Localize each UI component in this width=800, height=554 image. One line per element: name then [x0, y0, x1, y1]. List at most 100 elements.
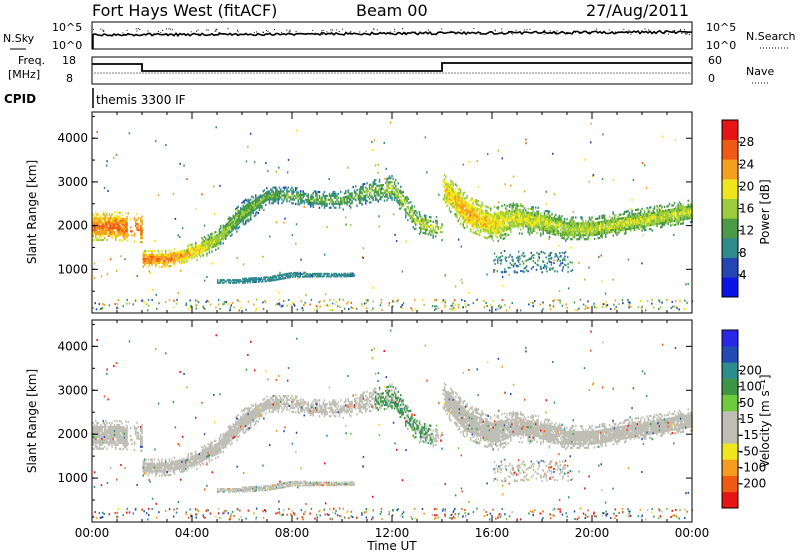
power-cell — [317, 274, 319, 277]
power-cell — [528, 257, 531, 260]
power-cell — [326, 226, 328, 229]
power-cell — [393, 195, 396, 198]
power-cell — [608, 227, 611, 230]
power-cell — [428, 229, 431, 232]
power-cell — [317, 198, 319, 201]
power-cell — [498, 221, 501, 224]
power-cell — [212, 238, 214, 241]
power-cell — [432, 234, 434, 237]
power-cell — [269, 275, 271, 278]
power-cell — [448, 209, 451, 212]
power-cell — [542, 251, 545, 254]
power-cell — [565, 264, 567, 267]
power-cell — [523, 255, 525, 258]
power-cell — [612, 218, 614, 221]
power-cell — [596, 231, 598, 234]
power-cell — [230, 219, 232, 222]
power-cell — [112, 223, 114, 226]
power-cell — [335, 196, 337, 199]
power-cell — [122, 235, 124, 238]
power-cell — [311, 201, 313, 204]
power-cell — [557, 224, 559, 227]
power-cell — [573, 232, 576, 235]
power-cell — [616, 231, 618, 235]
power-cell — [141, 219, 143, 222]
power-cell — [450, 185, 452, 188]
power-cell — [451, 188, 453, 191]
power-cell — [461, 206, 463, 209]
power-cell — [101, 227, 103, 230]
power-cell — [192, 250, 194, 254]
power-cell — [612, 224, 614, 227]
power-cell — [626, 210, 628, 213]
power-cell — [122, 227, 124, 230]
power-cell — [575, 230, 577, 233]
power-cell — [269, 278, 271, 281]
power-cell — [303, 271, 305, 274]
nsearch-dot — [494, 30, 496, 32]
power-cell — [536, 226, 538, 229]
power-cell — [133, 234, 136, 237]
power-cell — [626, 224, 628, 227]
power-cell — [481, 225, 483, 228]
power-cell — [134, 299, 137, 302]
power-cell — [446, 186, 448, 190]
power-cell — [348, 308, 350, 310]
power-cell — [151, 257, 153, 260]
power-cell — [456, 202, 458, 205]
power-cell — [538, 218, 541, 221]
power-cell — [460, 222, 462, 225]
power-cell — [96, 233, 98, 236]
power-cell — [553, 231, 556, 234]
power-cell — [211, 238, 213, 241]
power-cell — [200, 245, 202, 248]
power-cell — [360, 189, 362, 192]
power-cell — [318, 274, 320, 277]
power-cell — [586, 222, 588, 225]
power-cell — [365, 190, 367, 193]
power-cell — [251, 205, 253, 208]
power-cell — [219, 279, 221, 282]
power-cell — [165, 259, 167, 262]
power-cell — [516, 203, 518, 206]
power-cell — [198, 244, 201, 247]
power-cell — [542, 260, 544, 263]
power-cell — [263, 209, 265, 212]
power-cell — [565, 227, 567, 230]
power-cell — [457, 196, 459, 199]
power-cell — [565, 239, 567, 242]
power-cell — [131, 234, 133, 237]
power-cell — [490, 231, 492, 234]
power-cell — [243, 213, 246, 216]
power-cell — [585, 226, 587, 229]
power-cell — [560, 216, 562, 220]
power-cell — [602, 226, 604, 229]
power-cell — [461, 196, 463, 199]
power-cell — [150, 257, 152, 260]
power-cell — [215, 244, 217, 247]
power-cell — [475, 230, 477, 233]
power-cell — [526, 217, 528, 220]
power-cell — [497, 227, 499, 231]
power-cell — [490, 227, 492, 230]
nsearch-dot — [321, 30, 323, 32]
power-cell — [450, 183, 452, 186]
power-cell — [487, 222, 489, 225]
radar-title: Fort Hays West (fitACF) — [92, 1, 277, 20]
power-cell — [327, 272, 329, 275]
power-cell — [527, 215, 529, 218]
power-cell — [593, 229, 596, 233]
power-cell — [275, 278, 278, 281]
power-cell — [506, 216, 508, 219]
power-cell — [282, 275, 284, 277]
power-cell — [512, 206, 514, 209]
power-cell — [588, 180, 591, 183]
power-cell — [267, 190, 269, 193]
power-cell — [562, 267, 564, 270]
power-cell — [601, 220, 603, 223]
power-cell — [264, 300, 266, 302]
power-cell — [486, 237, 488, 240]
power-cell — [118, 215, 121, 218]
power-cell — [510, 215, 512, 218]
power-cell — [493, 215, 496, 218]
